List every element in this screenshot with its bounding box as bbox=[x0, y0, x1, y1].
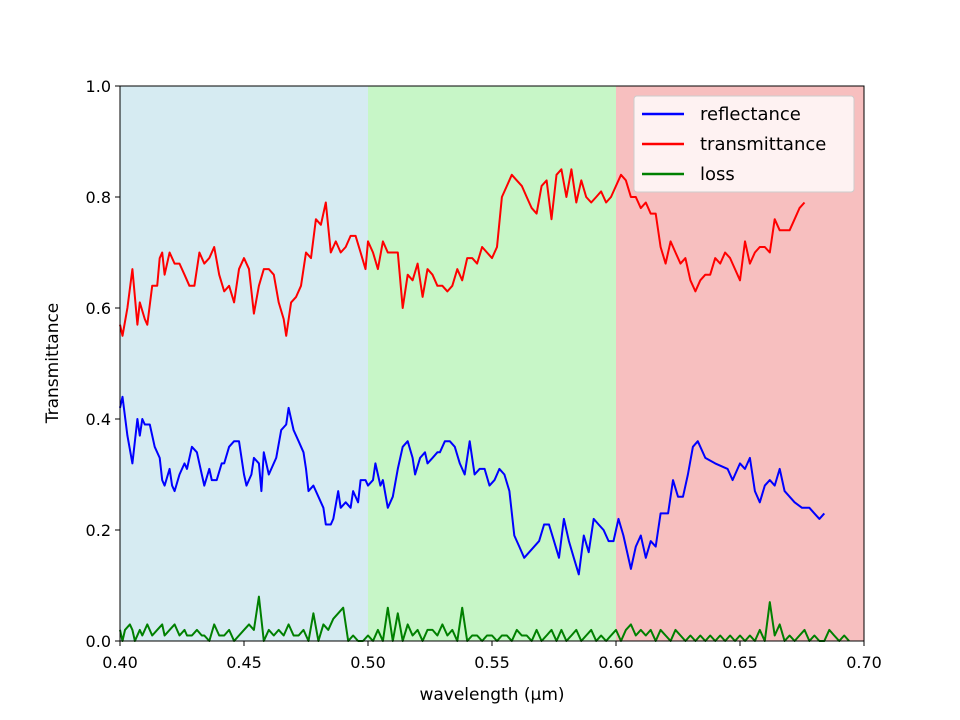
x-tick-label: 0.65 bbox=[722, 653, 758, 672]
band-0 bbox=[120, 86, 368, 641]
y-tick-label: 0.6 bbox=[86, 299, 111, 318]
legend-label-transmittance: transmittance bbox=[700, 134, 826, 155]
y-tick-label: 0.8 bbox=[86, 188, 111, 207]
x-tick-label: 0.70 bbox=[846, 653, 882, 672]
legend-label-loss: loss bbox=[700, 164, 735, 185]
y-tick-label: 0.2 bbox=[86, 521, 111, 540]
band-1 bbox=[368, 86, 616, 641]
x-axis-label: wavelength (µm) bbox=[419, 685, 564, 705]
x-tick-label: 0.60 bbox=[598, 653, 634, 672]
y-tick-label: 0.0 bbox=[86, 632, 111, 651]
series-line-transmittance bbox=[119, 168, 806, 337]
x-tick-label: 0.50 bbox=[350, 653, 386, 672]
x-axis-ticks: 0.40 0.45 0.50 0.55 0.60 0.65 0.70 bbox=[102, 641, 882, 672]
legend: reflectance transmittance loss bbox=[633, 95, 855, 193]
x-tick-label: 0.40 bbox=[102, 653, 138, 672]
x-tick-label: 0.55 bbox=[474, 653, 510, 672]
legend-box bbox=[633, 95, 855, 193]
data-series bbox=[119, 168, 850, 642]
series-line-loss bbox=[119, 595, 850, 642]
y-axis-label: Transmittance bbox=[43, 303, 63, 425]
x-tick-label: 0.45 bbox=[226, 653, 262, 672]
y-tick-label: 0.4 bbox=[86, 410, 111, 429]
series-line-reflectance bbox=[119, 395, 826, 576]
y-tick-label: 1.0 bbox=[86, 77, 111, 96]
legend-label-reflectance: reflectance bbox=[700, 104, 801, 125]
y-axis-ticks: 0.0 0.2 0.4 0.6 0.8 1.0 bbox=[86, 77, 120, 651]
